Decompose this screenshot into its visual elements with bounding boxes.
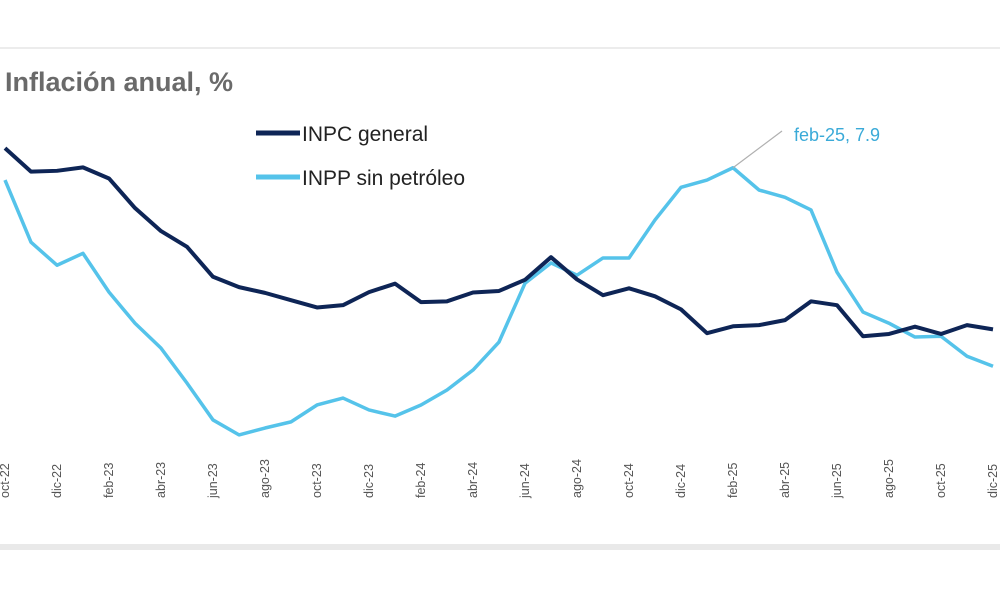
x-tick-label: ago-23 bbox=[258, 459, 272, 498]
top-divider bbox=[0, 47, 1000, 49]
series-line-inpp-sin-petroleo bbox=[3, 165, 994, 437]
x-tick-label: feb-25 bbox=[726, 463, 740, 498]
legend-label-inpp: INPP sin petróleo bbox=[302, 167, 465, 190]
x-tick-label: oct-24 bbox=[622, 463, 636, 498]
x-tick-label: dic-22 bbox=[50, 464, 64, 498]
x-tick-label: jun-24 bbox=[518, 463, 532, 499]
x-tick-label: feb-24 bbox=[414, 463, 428, 498]
x-tick-label: oct-25 bbox=[934, 463, 948, 498]
series-line-inpc-general bbox=[3, 146, 994, 339]
x-tick-label: abr-24 bbox=[466, 462, 480, 498]
legend: INPC general INPP sin petróleo bbox=[256, 123, 465, 190]
x-tick-label: jun-25 bbox=[830, 463, 844, 499]
x-tick-label: oct-22 bbox=[0, 463, 12, 498]
x-tick-label: abr-23 bbox=[154, 462, 168, 498]
x-tick-label: oct-23 bbox=[310, 463, 324, 498]
x-tick-label: dic-25 bbox=[986, 464, 1000, 498]
annotation-leader bbox=[732, 130, 783, 169]
x-tick-label: abr-25 bbox=[778, 462, 792, 498]
x-tick-label: jun-23 bbox=[206, 463, 220, 499]
x-tick-label: dic-23 bbox=[362, 464, 376, 498]
chart-title: Inflación anual, % bbox=[5, 67, 233, 97]
annotation-label: feb-25, 7.9 bbox=[794, 125, 880, 145]
legend-label-inpc: INPC general bbox=[302, 123, 428, 146]
x-tick-label: ago-25 bbox=[882, 459, 896, 498]
x-tick-label: feb-23 bbox=[102, 463, 116, 498]
bottom-divider bbox=[0, 544, 1000, 550]
x-tick-label: ago-24 bbox=[570, 459, 584, 498]
x-tick-label: dic-24 bbox=[674, 464, 688, 498]
